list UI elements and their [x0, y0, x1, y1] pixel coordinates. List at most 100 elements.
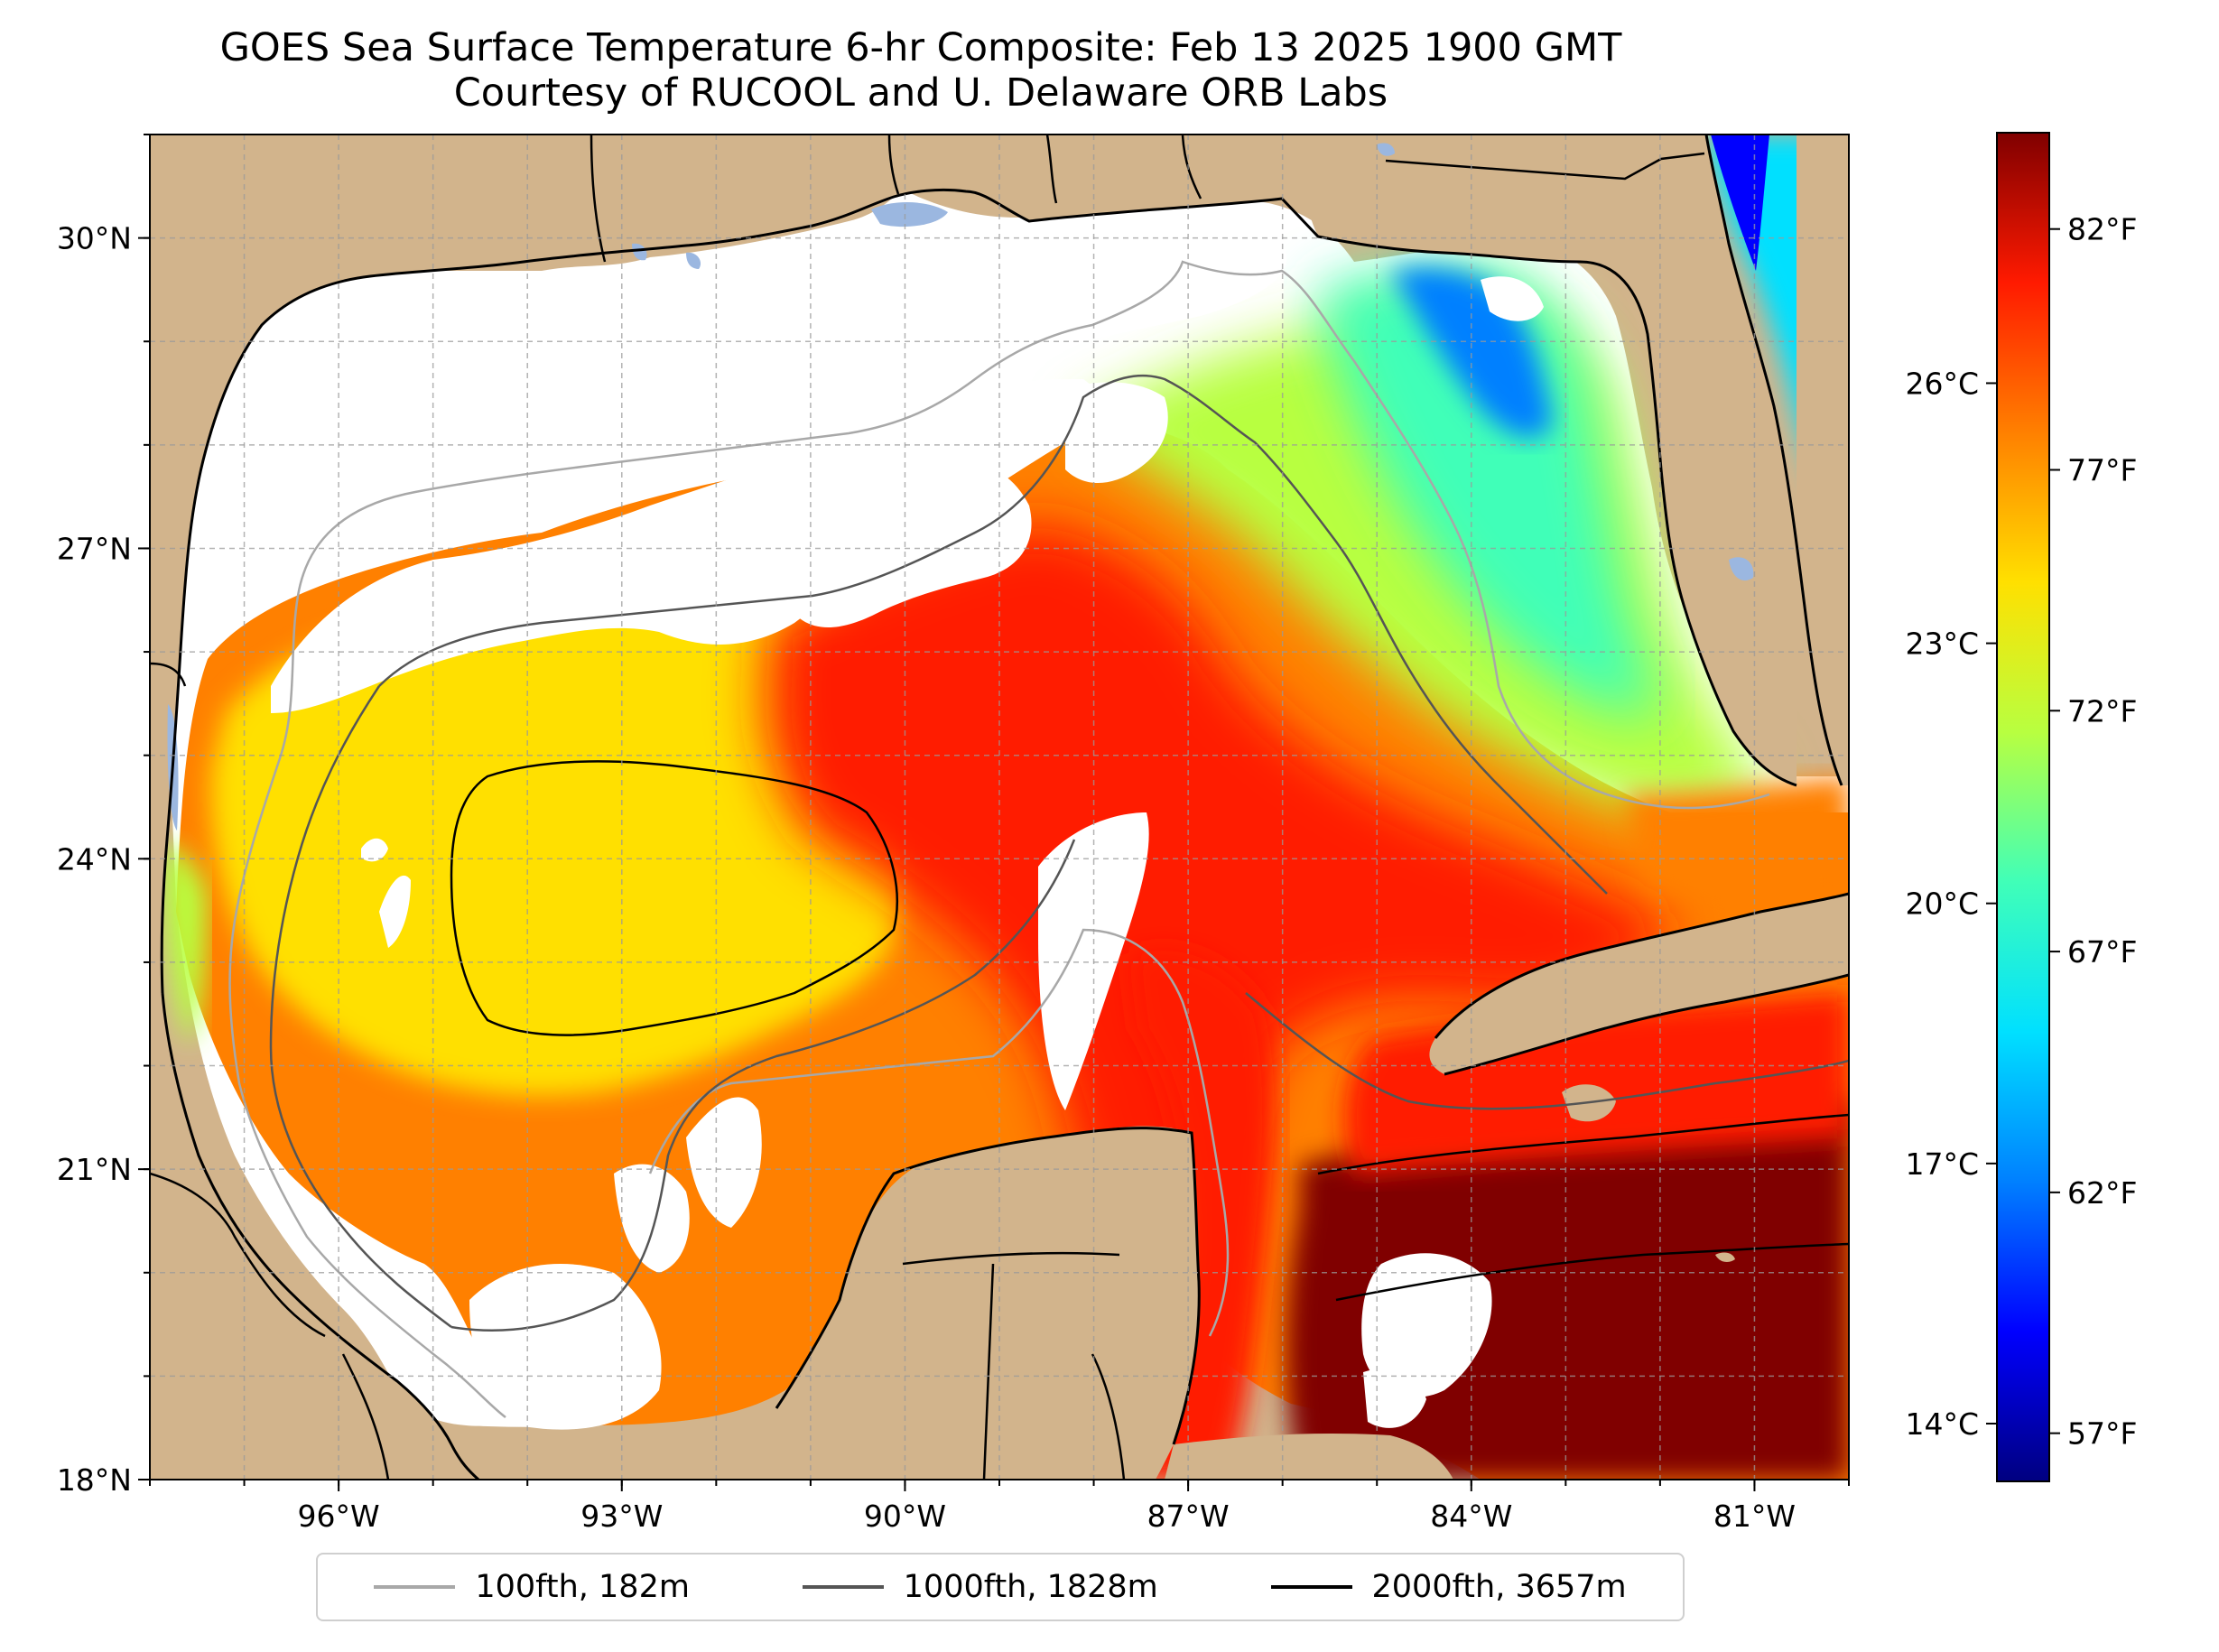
cloud-eastern-shelf-edge: [1065, 382, 1168, 483]
gridlines: [150, 135, 1849, 1480]
legend-line-2000fth: [1270, 1585, 1352, 1589]
lon-tick-label: 90°W: [864, 1499, 946, 1534]
land-honduras: [1165, 1434, 1453, 1480]
sst-warm-keys: [1625, 776, 1849, 906]
sst-green-strip-west: [162, 840, 208, 1047]
latitude-axis: 18°N 21°N 24°N 27°N 30°N: [57, 134, 150, 1498]
border-alabama-florida: [1181, 135, 1202, 200]
land-masses: [150, 135, 1849, 1480]
legend-line-100fth: [374, 1585, 456, 1589]
cloud-tx-inner: [379, 875, 411, 948]
colorbar-gradient: [1996, 132, 2050, 1482]
fahrenheit-tick-label: 82°F: [2067, 212, 2137, 247]
colorbar-celsius-axis: 14°C 17°C 20°C 23°C 26°C: [1905, 366, 1997, 1442]
legend-item-100fth: 100fth, 182m: [374, 1569, 690, 1605]
lat-tick-label: 21°N: [57, 1152, 132, 1187]
cloud-tampa-patch: [1481, 276, 1544, 321]
coast-florida-atlantic: [1704, 135, 1843, 786]
coast-cuba: [1434, 892, 1849, 1076]
lake-sabine: [632, 243, 647, 261]
cloud-north-shelf: [271, 379, 1100, 713]
coast-yucatan: [775, 1127, 1201, 1445]
lat-tick-label: 24°N: [57, 841, 132, 877]
lon-tick-label: 93°W: [580, 1499, 663, 1534]
lake-calcasieu: [686, 252, 701, 269]
border-belize: [1091, 1353, 1126, 1480]
isobath-2000fth-caribbean: [1317, 1113, 1849, 1302]
cloud-yucatan-west: [686, 1097, 762, 1228]
political-borders: [150, 135, 1705, 1480]
land-mexico: [150, 993, 478, 1480]
fahrenheit-tick-label: 77°F: [2067, 453, 2137, 488]
isobath-100fth-west: [228, 595, 506, 1418]
lat-tick-label: 18°N: [57, 1462, 132, 1498]
isobath-1000fth-west: [269, 685, 452, 1328]
border-mississippi-alabama: [1045, 135, 1058, 204]
colorbar-fahrenheit-axis: 57°F 62°F 67°F 72°F 77°F 82°F: [2049, 212, 2137, 1452]
lon-tick-label: 81°W: [1713, 1499, 1796, 1534]
bathymetry-legend: 100fth, 182m 1000fth, 1828m 2000fth, 365…: [316, 1553, 1685, 1621]
celsius-tick-label: 23°C: [1905, 626, 1979, 662]
cloud-campeche-north: [614, 1164, 690, 1273]
border-yucatan-states: [902, 1251, 1120, 1480]
longitude-axis: 96°W 93°W 90°W 87°W 84°W 81°W: [149, 1480, 1850, 1534]
cloud-louisiana-shelf: [785, 237, 1287, 373]
lat-tick-label: 30°N: [57, 221, 132, 256]
border-mexico-states-2: [341, 1353, 390, 1480]
legend-label-100fth: 100fth, 182m: [475, 1569, 690, 1605]
border-texas-louisiana: [590, 135, 607, 263]
land-yucatan: [776, 1126, 1200, 1480]
cloud-belize: [1363, 1369, 1426, 1428]
lon-tick-label: 84°W: [1430, 1499, 1512, 1534]
cloud-campeche: [469, 1264, 662, 1430]
isobath-100fth-yucatan: [648, 928, 1230, 1337]
coast-mexico: [161, 992, 480, 1480]
fahrenheit-tick-label: 57°F: [2067, 1416, 2137, 1452]
border-us-mexico: [150, 662, 187, 687]
lon-tick-label: 87°W: [1147, 1499, 1230, 1534]
border-louisiana-mississippi: [887, 135, 900, 195]
legend-item-2000fth: 2000fth, 3657m: [1270, 1569, 1627, 1605]
title-line-2: Courtesy of RUCOOL and U. Delaware ORB L…: [453, 70, 1388, 116]
sst-data-layer: [162, 135, 1849, 1480]
bathymetry-contours: [228, 260, 1849, 1418]
fahrenheit-tick-label: 72°F: [2067, 693, 2137, 729]
fahrenheit-tick-label: 62°F: [2067, 1175, 2137, 1211]
land-louisiana-texas: [150, 135, 1282, 993]
land-cuba: [1429, 894, 1849, 1074]
coastline: [160, 135, 1849, 1480]
colorbar: 14°C 17°C 20°C 23°C 26°C 57°F 62°F 67°F 72°F 77°…: [1905, 132, 2137, 1482]
sst-yellow-west: [210, 554, 905, 1096]
map-area: [150, 135, 1849, 1480]
celsius-tick-label: 17°C: [1905, 1146, 1979, 1182]
cloud-west-spot: [361, 838, 388, 862]
border-florida-georgia: [1385, 152, 1705, 181]
lake-pontchartrain: [871, 202, 948, 227]
isobath-100fth-north: [296, 260, 1770, 810]
cloud-mississippi-canyon: [785, 462, 1032, 627]
border-mexico-states-1: [150, 1172, 326, 1338]
sst-cold-big-bend: [1318, 267, 1661, 715]
lake-okeechobee: [1729, 557, 1754, 581]
legend-label-1000fth: 1000fth, 1828m: [903, 1569, 1158, 1605]
legend-item-1000fth: 1000fth, 1828m: [802, 1569, 1158, 1605]
isobath-1000fth-gulf: [378, 374, 1608, 895]
celsius-tick-label: 26°C: [1905, 366, 1979, 401]
celsius-tick-label: 20°C: [1905, 886, 1979, 922]
isobath-2000fth-sigsbee: [450, 760, 898, 1036]
isobath-1000fth-campeche: [450, 839, 1076, 1332]
celsius-tick-label: 14°C: [1905, 1406, 1979, 1442]
title-line-1: GOES Sea Surface Temperature 6-hr Compos…: [219, 25, 1622, 70]
cloud-no-data-patches: [271, 237, 1544, 1430]
coast-texas-louisiana: [160, 188, 1797, 994]
lon-tick-label: 96°W: [298, 1499, 380, 1534]
lake-seminole: [1377, 143, 1395, 156]
land-florida: [1300, 135, 1849, 785]
legend-line-1000fth: [802, 1585, 884, 1589]
fahrenheit-tick-label: 67°F: [2067, 934, 2137, 970]
land-cayman-islands: [1715, 1252, 1735, 1262]
sst-red-central: [765, 524, 1670, 1325]
legend-label-2000fth: 2000fth, 3657m: [1371, 1569, 1627, 1605]
isobath-1000fth-caribbean: [1245, 992, 1849, 1110]
